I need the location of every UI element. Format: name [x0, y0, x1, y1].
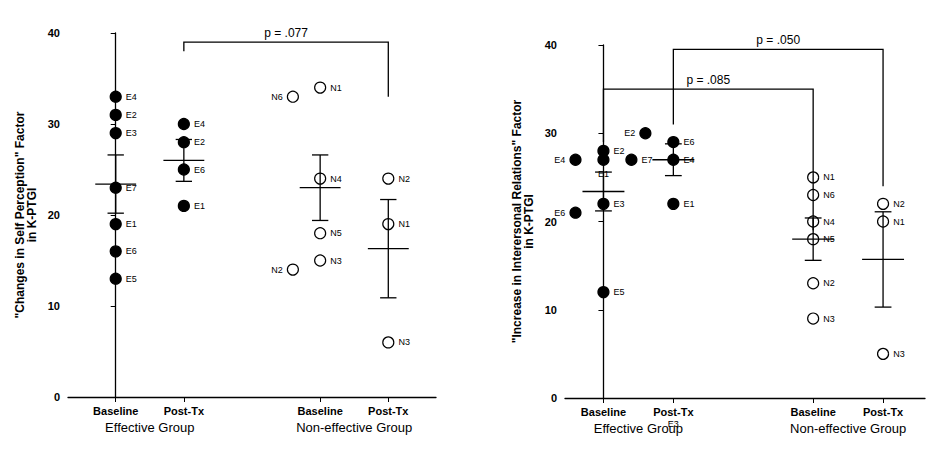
svg-text:Post-Tx: Post-Tx: [863, 406, 904, 418]
svg-text:N1: N1: [893, 217, 905, 227]
svg-text:p = .077: p = .077: [264, 26, 308, 40]
svg-text:E2: E2: [194, 137, 205, 147]
svg-text:in K-PTGI: in K-PTGI: [522, 194, 536, 249]
svg-text:20: 20: [544, 215, 557, 228]
svg-text:N1: N1: [330, 83, 342, 93]
svg-text:N2: N2: [271, 265, 283, 275]
svg-text:E6: E6: [194, 165, 205, 175]
svg-text:E2: E2: [614, 146, 625, 156]
svg-text:E5: E5: [126, 274, 137, 284]
svg-text:Effective Group: Effective Group: [105, 420, 194, 435]
svg-text:Baseline: Baseline: [581, 406, 626, 418]
svg-text:N4: N4: [823, 217, 835, 227]
svg-text:N2: N2: [823, 278, 835, 288]
svg-text:E3: E3: [126, 128, 137, 138]
svg-text:N3: N3: [330, 256, 342, 266]
svg-text:E1: E1: [126, 219, 137, 229]
svg-text:p = .050: p = .050: [756, 33, 800, 47]
svg-text:E1: E1: [683, 199, 694, 209]
svg-text:p = .085: p = .085: [686, 73, 730, 87]
svg-text:E6: E6: [126, 246, 137, 256]
svg-text:E4: E4: [683, 154, 695, 165]
svg-text:E6: E6: [683, 137, 694, 147]
svg-text:20: 20: [48, 209, 60, 221]
svg-text:N1: N1: [823, 172, 835, 182]
svg-text:Post-Tx: Post-Tx: [164, 405, 205, 417]
svg-text:10: 10: [48, 300, 60, 312]
svg-text:Baseline: Baseline: [791, 406, 836, 418]
svg-text:10: 10: [545, 304, 557, 316]
svg-text:0: 0: [551, 392, 557, 404]
svg-text:N4: N4: [330, 174, 342, 184]
svg-text:E6: E6: [554, 208, 565, 218]
svg-text:N3: N3: [893, 349, 905, 359]
svg-text:E5: E5: [614, 287, 625, 297]
svg-text:E1: E1: [597, 169, 609, 180]
svg-text:Non-effective Group: Non-effective Group: [296, 420, 412, 435]
svg-text:E4: E4: [554, 155, 565, 165]
svg-text:40: 40: [545, 39, 557, 51]
svg-text:E7: E7: [642, 155, 653, 165]
svg-text:Post-Tx: Post-Tx: [653, 406, 694, 418]
svg-text:N3: N3: [823, 314, 835, 324]
svg-text:N3: N3: [398, 337, 410, 347]
svg-text:E7: E7: [125, 182, 137, 193]
svg-text:in K-PTGI: in K-PTGI: [25, 188, 39, 243]
svg-text:E2: E2: [624, 128, 635, 138]
svg-text:Baseline: Baseline: [93, 405, 138, 417]
svg-text:N2: N2: [893, 199, 905, 209]
svg-text:E1: E1: [194, 201, 205, 211]
svg-text:N2: N2: [398, 174, 410, 184]
svg-text:Post-Tx: Post-Tx: [368, 405, 409, 417]
svg-text:"Increase in Interersonal Rela: "Increase in Interersonal Relations" Fac…: [510, 99, 524, 344]
svg-text:N6: N6: [823, 190, 835, 200]
svg-text:Effective Group: Effective Group: [593, 421, 684, 436]
svg-text:30: 30: [545, 127, 557, 139]
svg-text:E4: E4: [126, 92, 137, 102]
svg-text:40: 40: [48, 27, 60, 39]
svg-text:E4: E4: [194, 119, 205, 129]
svg-text:N5: N5: [823, 234, 835, 245]
svg-text:"Changes in Self Perception" F: "Changes in Self Perception" Factor: [13, 111, 27, 319]
svg-text:Baseline: Baseline: [298, 405, 343, 417]
svg-text:N5: N5: [330, 228, 342, 238]
svg-text:E3: E3: [668, 419, 679, 429]
svg-text:N6: N6: [271, 92, 283, 102]
svg-text:30: 30: [48, 118, 60, 130]
svg-text:E2: E2: [126, 110, 137, 120]
svg-text:E3: E3: [614, 199, 625, 209]
svg-text:Non-effective Group: Non-effective Group: [790, 421, 906, 436]
svg-text:N1: N1: [398, 219, 410, 229]
svg-text:0: 0: [54, 391, 60, 403]
